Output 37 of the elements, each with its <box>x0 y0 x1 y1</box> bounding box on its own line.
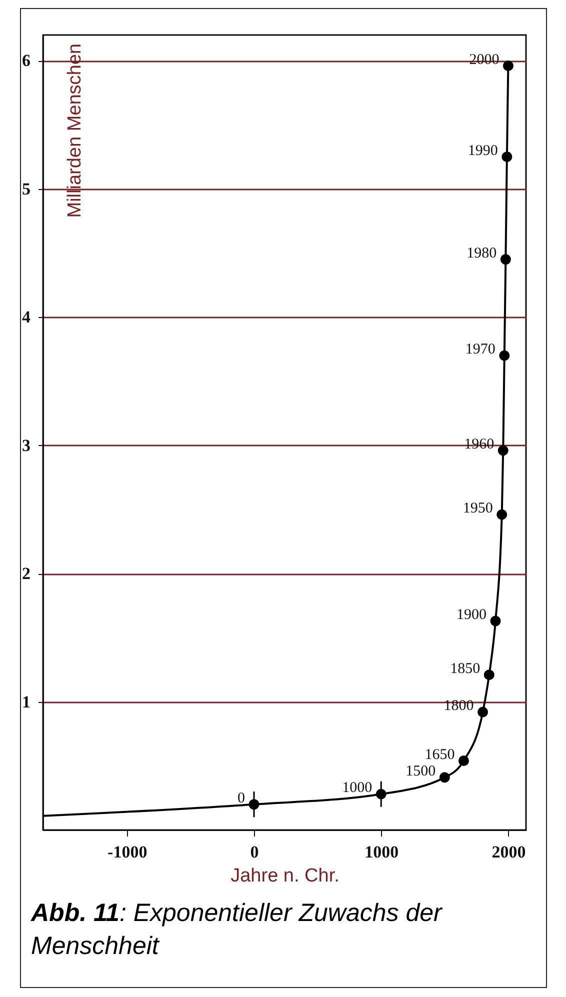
point <box>500 254 511 265</box>
point <box>376 788 386 800</box>
y-tick-label: 5 <box>22 179 30 198</box>
annotation: 1800 <box>444 698 474 714</box>
y-tick-label: 1 <box>22 692 30 712</box>
annotation: 1000 <box>342 780 372 796</box>
annotation: 1970 <box>465 342 496 358</box>
y-tick-label: 3 <box>22 436 30 455</box>
point <box>496 509 508 520</box>
point <box>498 445 508 456</box>
point <box>499 350 510 361</box>
x-axis-title: Jahre n. Chr. <box>230 866 340 886</box>
annotation: 1650 <box>424 746 455 763</box>
x-tick-label: 2000 <box>492 842 526 862</box>
annotation: 1980 <box>466 245 497 262</box>
annotation: 1990 <box>468 142 498 159</box>
y-axis-title: Milliarden Menschen <box>64 44 86 218</box>
y-tick-label: 2 <box>22 564 30 584</box>
x-tick-label: -1000 <box>108 842 148 862</box>
point <box>502 152 512 162</box>
annotation: 1850 <box>450 660 480 677</box>
y-tick-label: 4 <box>22 308 31 327</box>
point <box>439 772 450 783</box>
point <box>484 670 494 680</box>
y-tick-label: 6 <box>22 51 30 70</box>
annotation: 1500 <box>406 763 436 780</box>
point <box>502 60 514 72</box>
x-tick-label: 0 <box>250 842 259 862</box>
caption: Abb. 11: Exponentieller Zuwachs der Menschheit <box>31 898 444 962</box>
point <box>458 756 469 766</box>
annotation: 1950 <box>462 500 493 517</box>
point <box>490 616 501 626</box>
point <box>478 706 488 718</box>
x-tick-label: 1000 <box>364 842 399 862</box>
annotation: 0 <box>237 790 245 806</box>
annotation: 1900 <box>456 606 486 623</box>
point <box>248 799 260 810</box>
